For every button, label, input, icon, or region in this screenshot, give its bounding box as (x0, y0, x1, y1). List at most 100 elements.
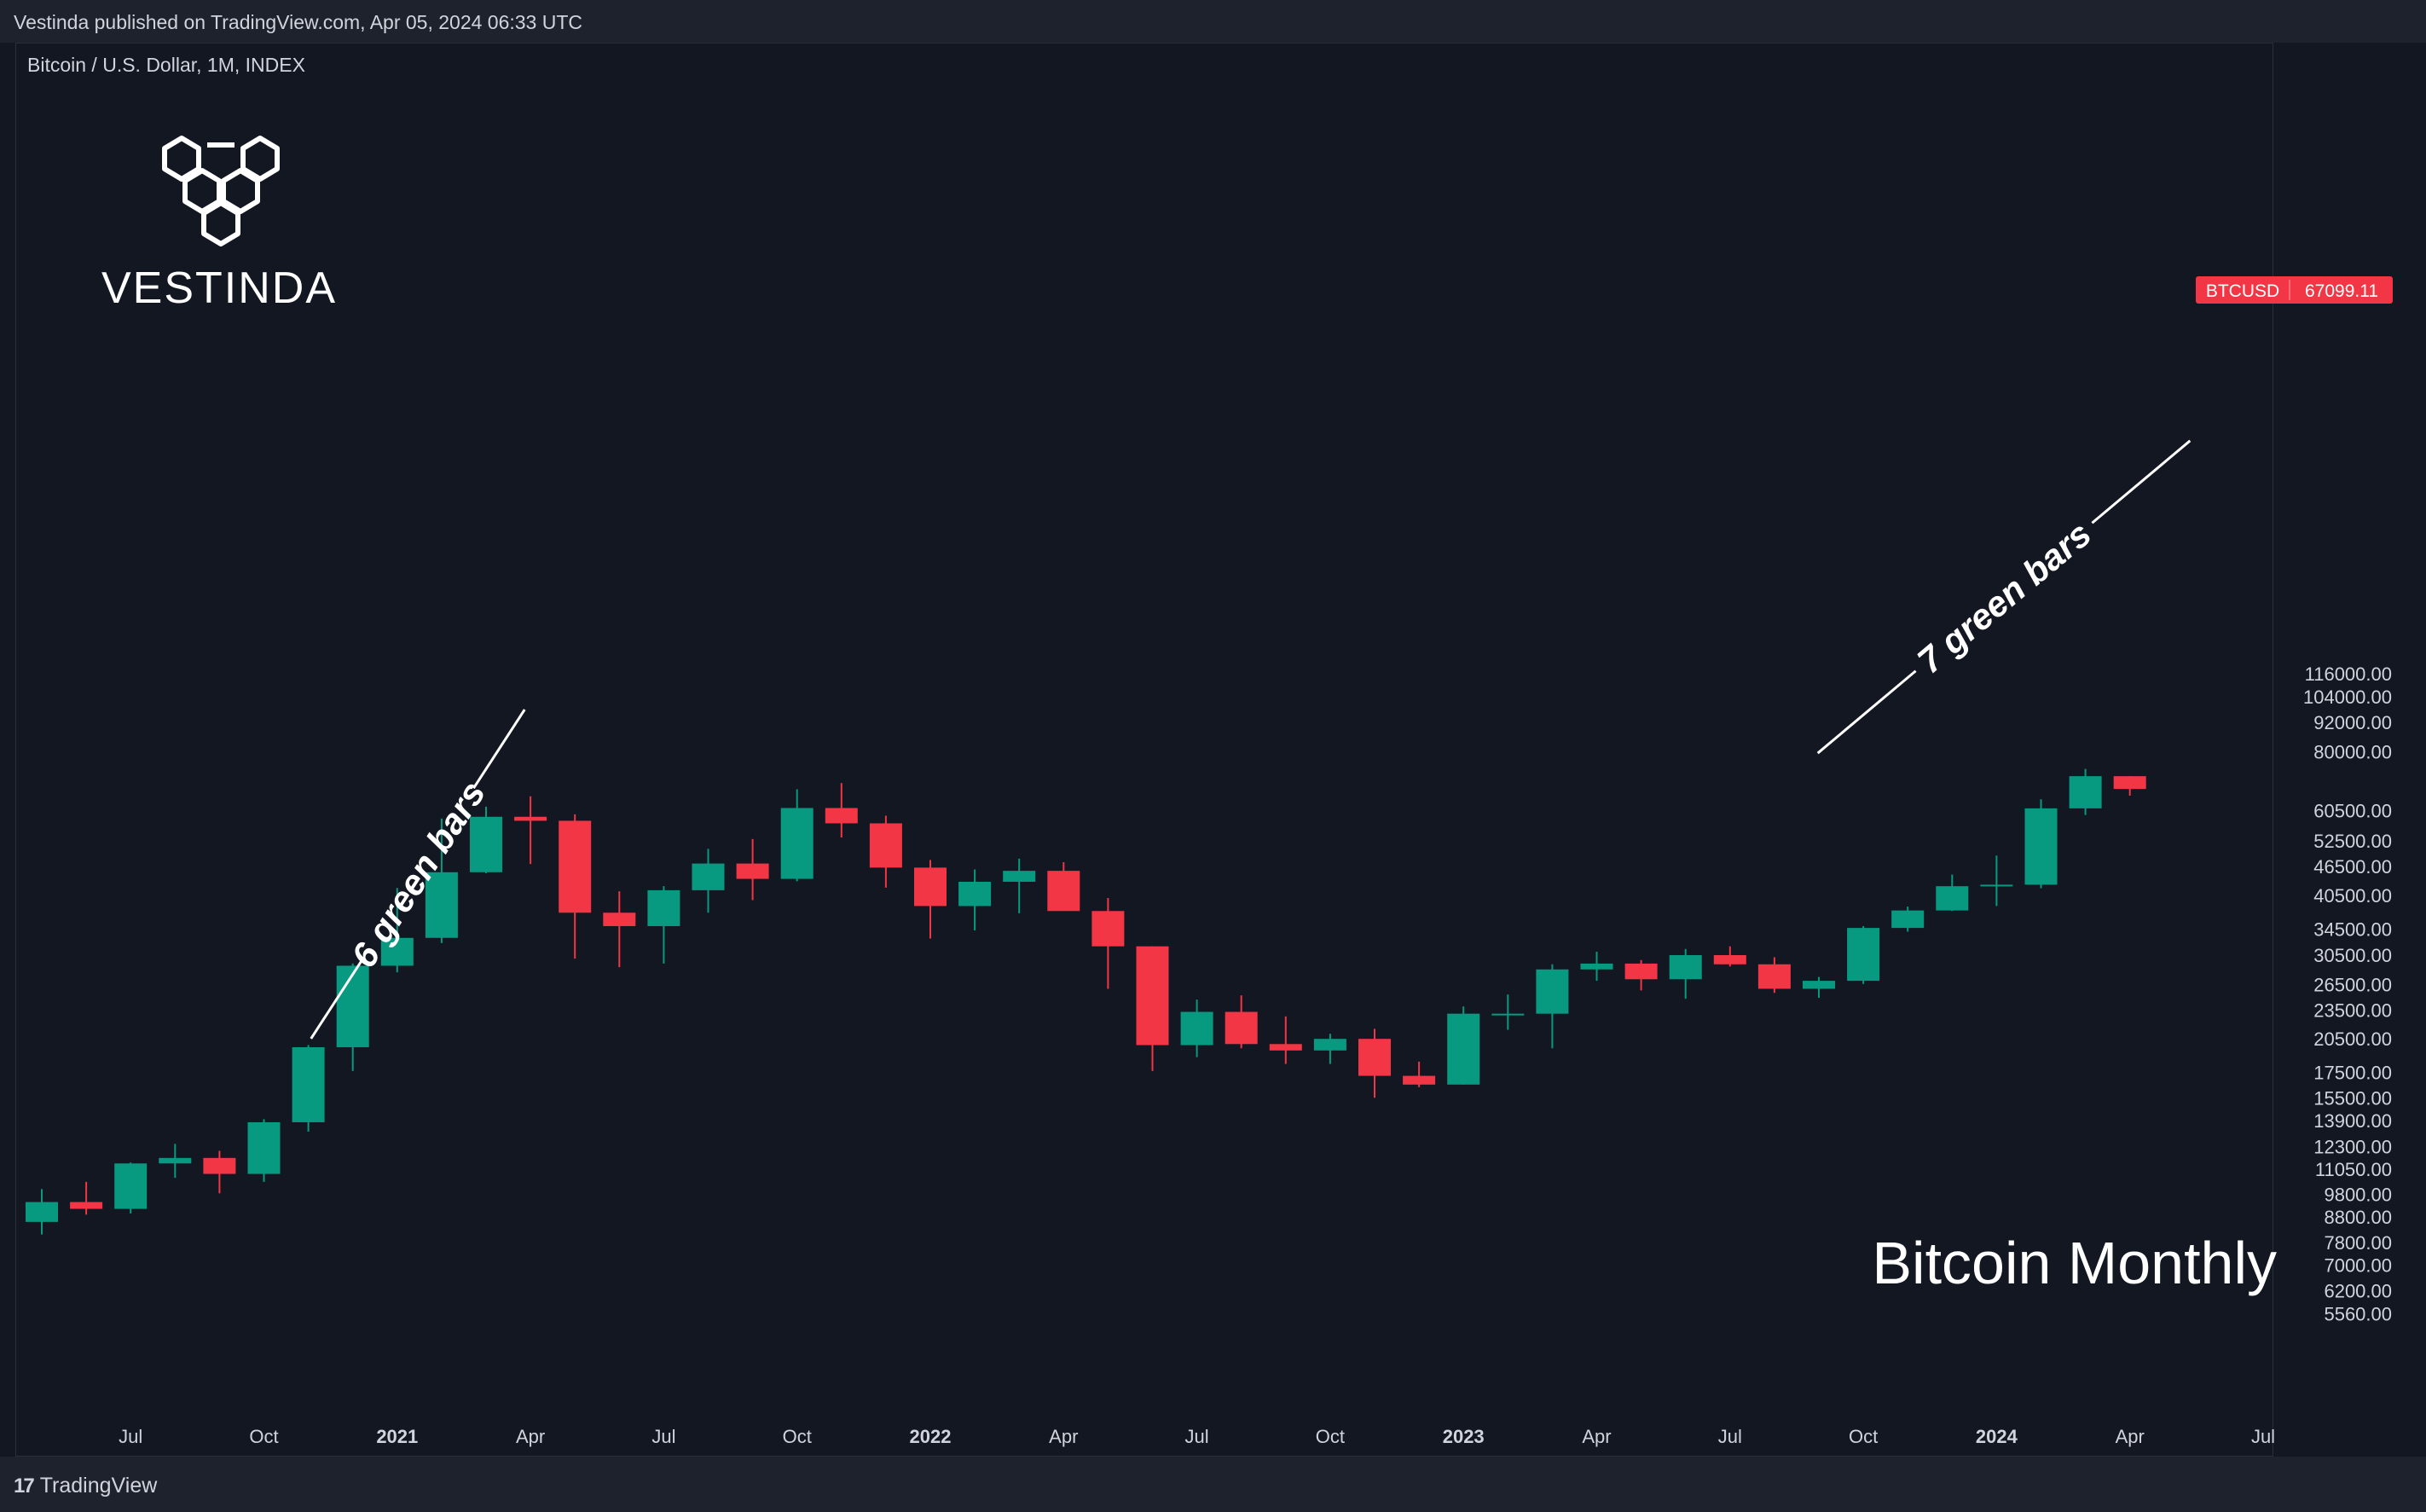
annotation-line (310, 959, 363, 1040)
y-tick-label: 20500.00 (2313, 1028, 2392, 1050)
y-tick-label: 80000.00 (2313, 742, 2392, 763)
candle-body (869, 823, 902, 868)
candle (692, 849, 725, 913)
y-tick-label: 13900.00 (2313, 1110, 2392, 1132)
candle-body (958, 881, 992, 907)
candle-body (1669, 954, 1702, 980)
hexagon-cluster-icon (162, 136, 280, 246)
candle (1447, 1006, 1480, 1085)
candle (1403, 1061, 1436, 1087)
candle-body (247, 1121, 281, 1174)
candle (1491, 994, 1525, 1030)
y-tick-label: 26500.00 (2313, 975, 2392, 996)
x-tick-label: Apr (516, 1426, 545, 1447)
candle-body (2069, 776, 2102, 808)
y-tick-label: 52500.00 (2313, 831, 2392, 852)
published-info: Vestinda published on TradingView.com, A… (14, 11, 583, 33)
candle-body (470, 816, 502, 872)
candle-body (914, 867, 947, 907)
x-tick-label: Oct (249, 1426, 278, 1447)
candle (1624, 959, 1658, 991)
candle (1936, 874, 1969, 912)
y-tick-label: 11050.00 (2315, 1159, 2392, 1180)
annotation-line (1816, 669, 1917, 755)
x-tick-label: 2021 (376, 1426, 418, 1447)
candle (1713, 946, 1746, 967)
candle-body (114, 1163, 148, 1209)
candle (1003, 858, 1036, 913)
x-tick-label: Oct (1316, 1426, 1345, 1447)
candle (559, 814, 592, 959)
annotation-line (2091, 439, 2192, 524)
candle (470, 806, 502, 873)
x-tick-label: Jul (1718, 1426, 1742, 1447)
logo-text: VESTINDA (101, 264, 337, 313)
candle-body (1624, 963, 1658, 980)
candle (1091, 897, 1125, 989)
candle (958, 869, 992, 930)
candle-body (1757, 964, 1791, 989)
annotation: 6 green bars (310, 709, 526, 1040)
candle (1891, 907, 1925, 932)
symbol-info: Bitcoin / U.S. Dollar, 1M, INDEX (27, 54, 305, 76)
candle (1669, 948, 1702, 999)
candle-body (1713, 954, 1746, 965)
x-tick-label: Apr (1582, 1426, 1611, 1447)
candle-body (159, 1157, 192, 1164)
price-tag-symbol: BTCUSD (2206, 281, 2279, 301)
y-tick-label: 6200.00 (2324, 1281, 2392, 1302)
candle (2069, 768, 2102, 815)
candle-body (1580, 963, 1613, 970)
candle-body (425, 872, 458, 938)
candle-body (2113, 776, 2146, 790)
x-tick-label: Jul (119, 1426, 142, 1447)
candle-body (70, 1202, 103, 1209)
y-tick-label: 30500.00 (2313, 945, 2392, 966)
y-tick-label: 40500.00 (2313, 885, 2392, 907)
candle-body (514, 816, 547, 821)
time-axis[interactable]: Jul Oct 2021 Apr Jul Oct 2022 Apr Jul Oct 2023 Apr J… (119, 1426, 2275, 1447)
candle (869, 815, 902, 888)
x-tick-label: Oct (783, 1426, 812, 1447)
y-tick-label: 5560.00 (2324, 1304, 2392, 1325)
candle (2024, 799, 2058, 889)
x-tick-label: Oct (1849, 1426, 1878, 1447)
chart-title: Bitcoin Monthly (1872, 1230, 2277, 1296)
candle (1980, 855, 2013, 907)
y-tick-label: 12300.00 (2313, 1136, 2392, 1157)
candle-body (1491, 1013, 1525, 1016)
candle-body (336, 965, 369, 1048)
candle-body (1091, 911, 1125, 947)
candle (1180, 999, 1213, 1057)
candle (2113, 776, 2146, 797)
y-tick-label: 92000.00 (2313, 712, 2392, 733)
chart-canvas[interactable]: Bitcoin / U.S. Dollar, 1M, INDEX VESTIND… (0, 0, 2426, 1457)
candle (159, 1144, 192, 1179)
tradingview-logo-icon: 17 (14, 1474, 35, 1498)
annotation-text: 6 green bars (344, 774, 493, 975)
y-tick-label: 104000.00 (2303, 686, 2392, 708)
candle (1136, 946, 1169, 1071)
tradingview-brand[interactable]: 17 TradingView (14, 1474, 157, 1498)
candle (1580, 951, 1613, 982)
candle-body (1536, 969, 1569, 1014)
candle-body (1136, 946, 1169, 1046)
candle-body (1847, 928, 1880, 982)
x-tick-label: 2022 (910, 1426, 952, 1447)
candle (1803, 976, 1835, 999)
annotation: 7 green bars (1816, 439, 2192, 755)
y-tick-label: 60500.00 (2313, 801, 2392, 822)
footer-bar: 17 TradingView (0, 1457, 2426, 1512)
candle-body (736, 863, 769, 879)
candles (26, 768, 2146, 1235)
candle (336, 963, 369, 1071)
candle (736, 838, 769, 901)
candle (1536, 964, 1569, 1049)
candle-body (780, 808, 813, 879)
candle-body (2024, 808, 2058, 885)
x-tick-label: Apr (1049, 1426, 1078, 1447)
candle-body (647, 889, 680, 926)
candle-body (1447, 1013, 1480, 1085)
candle (1358, 1028, 1391, 1098)
